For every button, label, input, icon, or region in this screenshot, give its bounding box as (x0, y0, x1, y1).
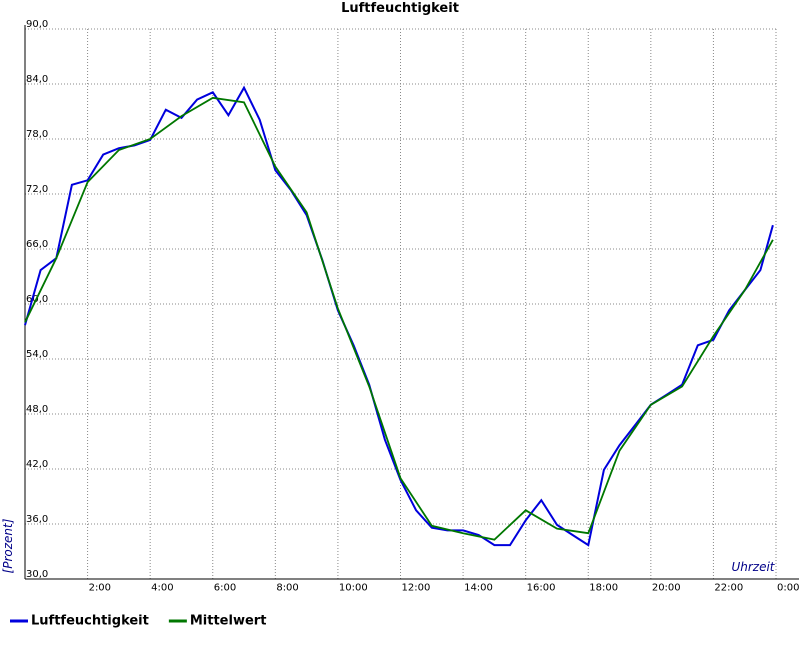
y-tick-label: 48,0 (26, 404, 48, 415)
y-tick-label: 66,0 (26, 239, 48, 250)
x-tick-label: 22:00 (714, 582, 743, 593)
x-tick-label: 16:00 (527, 582, 556, 593)
y-tick-label: 30,0 (26, 569, 48, 580)
y-tick-label: 54,0 (26, 349, 48, 360)
x-tick-label: 8:00 (276, 582, 298, 593)
x-tick-label: 20:00 (652, 582, 681, 593)
y-tick-label: 84,0 (26, 74, 48, 85)
x-tick-label: 0:00 (777, 582, 799, 593)
legend-label: Mittelwert (190, 614, 267, 629)
y-tick-label: 36,0 (26, 514, 48, 525)
y-tick-label: 90,0 (26, 19, 48, 30)
x-tick-label: 14:00 (464, 582, 493, 593)
data-line (24, 96, 774, 541)
data-line (24, 85, 774, 547)
x-tick-label: 10:00 (339, 582, 368, 593)
y-tick-label: 42,0 (26, 459, 48, 470)
legend-label: Luftfeuchtigkeit (31, 614, 149, 629)
chart-title: Luftfeuchtigkeit (341, 1, 459, 16)
x-axis-label: Uhrzeit (731, 560, 775, 574)
x-tick-label: 18:00 (589, 582, 618, 593)
x-tick-label: 4:00 (151, 582, 173, 593)
x-tick-label: 12:00 (402, 582, 431, 593)
y-tick-label: 78,0 (26, 129, 48, 140)
y-tick-label: 72,0 (26, 184, 48, 195)
x-tick-label: 6:00 (214, 582, 236, 593)
y-axis-label: [Prozent] (1, 518, 15, 573)
x-tick-label: 2:00 (89, 582, 111, 593)
